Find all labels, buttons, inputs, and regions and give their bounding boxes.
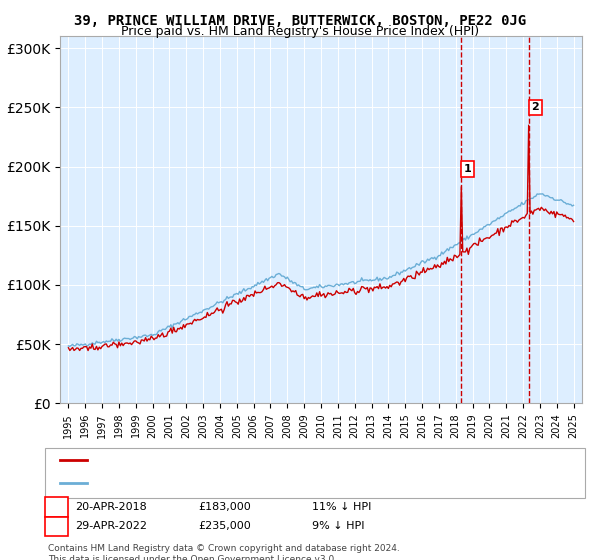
Text: 2: 2 bbox=[532, 102, 539, 113]
Text: 9% ↓ HPI: 9% ↓ HPI bbox=[312, 521, 365, 531]
Text: 2: 2 bbox=[53, 521, 60, 531]
Text: 1: 1 bbox=[53, 502, 60, 512]
Text: 39, PRINCE WILLIAM DRIVE, BUTTERWICK, BOSTON, PE22 0JG: 39, PRINCE WILLIAM DRIVE, BUTTERWICK, BO… bbox=[74, 14, 526, 28]
Text: £235,000: £235,000 bbox=[198, 521, 251, 531]
Text: £183,000: £183,000 bbox=[198, 502, 251, 512]
Text: 20-APR-2018: 20-APR-2018 bbox=[75, 502, 147, 512]
Text: 39, PRINCE WILLIAM DRIVE, BUTTERWICK, BOSTON, PE22 0JG (detached house): 39, PRINCE WILLIAM DRIVE, BUTTERWICK, BO… bbox=[93, 455, 506, 465]
Text: 29-APR-2022: 29-APR-2022 bbox=[75, 521, 147, 531]
Text: 11% ↓ HPI: 11% ↓ HPI bbox=[312, 502, 371, 512]
Text: Price paid vs. HM Land Registry's House Price Index (HPI): Price paid vs. HM Land Registry's House … bbox=[121, 25, 479, 38]
Text: HPI: Average price, detached house, Boston: HPI: Average price, detached house, Bost… bbox=[93, 478, 322, 488]
Text: 1: 1 bbox=[464, 164, 472, 174]
Text: Contains HM Land Registry data © Crown copyright and database right 2024.
This d: Contains HM Land Registry data © Crown c… bbox=[48, 544, 400, 560]
